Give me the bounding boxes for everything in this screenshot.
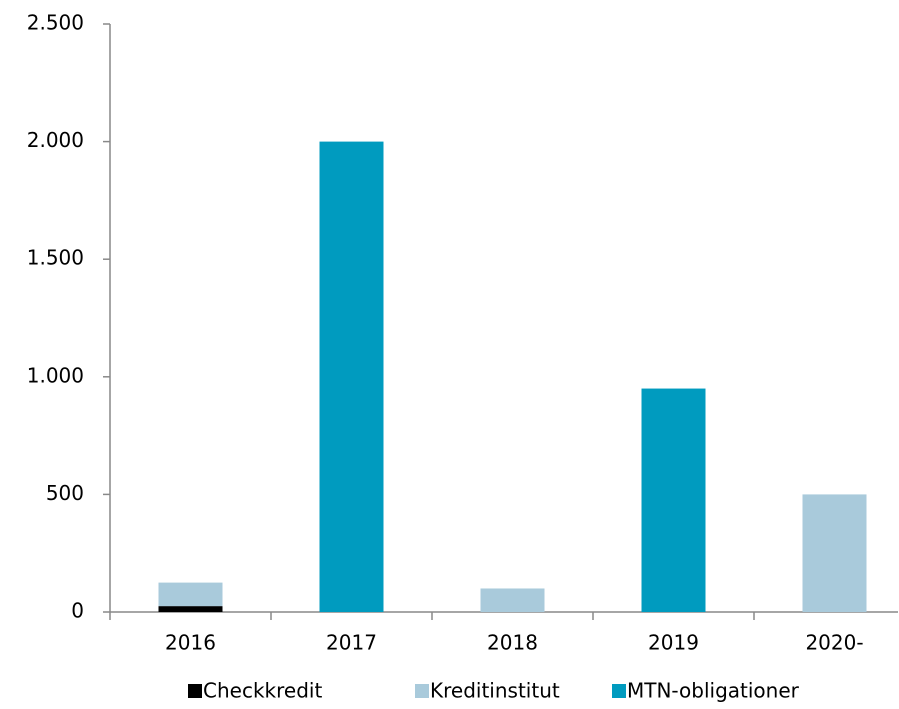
bar-segment	[158, 606, 223, 612]
legend-label: MTN-obligationer	[627, 679, 800, 703]
y-tick-label: 0	[71, 599, 84, 623]
bar-segment	[802, 494, 867, 612]
x-tick-label: 2020-	[805, 631, 863, 655]
legend-swatch	[415, 684, 429, 698]
bar-segment	[319, 141, 384, 612]
legend-swatch	[188, 684, 202, 698]
x-tick-label: 2018	[487, 631, 538, 655]
bar-segment	[480, 588, 545, 612]
y-tick-label: 2.500	[27, 11, 84, 35]
y-tick-label: 500	[46, 481, 84, 505]
y-tick-label: 1.000	[27, 363, 84, 387]
y-tick-label: 2.000	[27, 128, 84, 152]
x-tick-label: 2019	[648, 631, 699, 655]
legend-label: Checkkredit	[203, 679, 322, 703]
x-tick-label: 2016	[165, 631, 216, 655]
legend-swatch	[612, 684, 626, 698]
x-tick-label: 2017	[326, 631, 377, 655]
legend-label: Kreditinstitut	[430, 679, 560, 703]
bar-segment	[641, 388, 706, 612]
bar-segment	[158, 582, 223, 607]
y-tick-label: 1.500	[27, 246, 84, 270]
